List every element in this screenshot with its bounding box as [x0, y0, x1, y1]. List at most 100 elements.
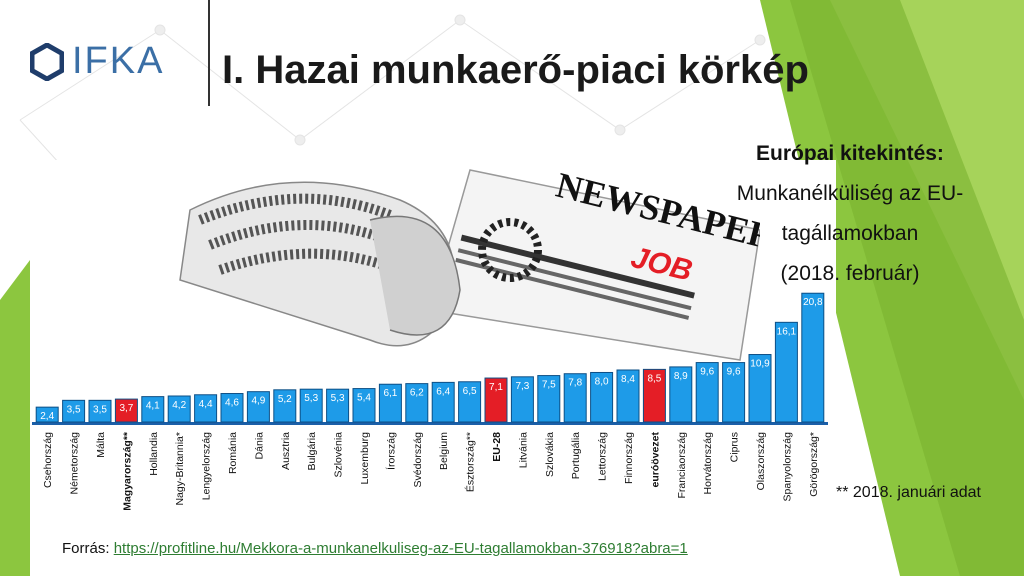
- value-label: 4,9: [251, 396, 265, 407]
- source-line: Forrás: https://profitline.hu/Mekkora-a-…: [62, 540, 688, 557]
- bar: [378, 383, 402, 423]
- value-label: 10,9: [750, 359, 770, 370]
- category-label: Görögország*: [808, 432, 820, 497]
- category-label: EU-28: [491, 432, 503, 462]
- side-line-1: Munkanélküliség az EU-: [736, 182, 964, 205]
- value-label: 2,4: [40, 411, 54, 422]
- bar: [88, 399, 112, 423]
- bar: [62, 399, 86, 423]
- bar: [405, 383, 429, 423]
- value-label: 8,0: [595, 376, 609, 387]
- bar: [246, 391, 270, 423]
- bar: [590, 371, 614, 423]
- value-label: 6,1: [383, 388, 397, 399]
- value-label: 4,6: [225, 398, 239, 409]
- category-label: Lengyelország: [201, 432, 213, 500]
- category-label: Svédország: [412, 432, 424, 488]
- value-label: 6,2: [410, 388, 424, 399]
- bar: [748, 354, 772, 423]
- source-label: Forrás:: [62, 540, 114, 557]
- footnote: ** 2018. januári adat: [836, 484, 981, 501]
- value-label: 7,1: [489, 382, 503, 393]
- category-label: Franciaország: [676, 432, 688, 499]
- category-label: Lettország: [597, 432, 609, 481]
- category-label: Litvánia: [517, 432, 529, 468]
- value-label: 6,5: [463, 386, 477, 397]
- bar: [801, 292, 825, 423]
- category-label: Belgium: [438, 432, 450, 470]
- bar: [642, 368, 666, 423]
- category-label: Románia: [227, 432, 239, 474]
- bar: [326, 388, 350, 423]
- side-line-3: (2018. február): [780, 262, 920, 285]
- side-line-2: tagállamokban: [781, 222, 919, 245]
- category-label: Finnország: [623, 432, 635, 484]
- bar: [273, 389, 297, 423]
- value-label: 8,5: [647, 373, 661, 384]
- category-label: Spanyolország: [781, 432, 793, 502]
- value-label: 8,9: [674, 371, 688, 382]
- bar: [114, 398, 138, 423]
- value-label: 7,8: [568, 378, 582, 389]
- category-label: Szlovákia: [544, 432, 556, 477]
- category-label: Dánia: [253, 432, 265, 460]
- value-label: 3,5: [67, 404, 81, 415]
- value-label: 5,3: [331, 393, 345, 404]
- value-label: 20,8: [803, 297, 823, 308]
- bar: [669, 366, 693, 423]
- category-label: Bulgária: [306, 432, 318, 471]
- category-label: Észtország**: [464, 432, 477, 492]
- category-label: Írország: [384, 432, 397, 470]
- bar: [537, 375, 561, 423]
- value-label: 4,1: [146, 401, 160, 412]
- category-label: euróövezet: [649, 432, 661, 488]
- source-link[interactable]: https://profitline.hu/Mekkora-a-munkanel…: [113, 540, 688, 557]
- newspaper-icon: NEWSPAPER JOB: [179, 165, 760, 361]
- side-heading: Európai kitekintés:: [756, 142, 944, 165]
- category-label: Ciprus: [729, 432, 741, 462]
- category-label: Málta: [95, 432, 107, 458]
- category-label: Németország: [69, 432, 81, 495]
- value-label: 3,5: [93, 404, 107, 415]
- bar: [616, 369, 640, 423]
- bar: [774, 321, 798, 423]
- category-label: Horvátország: [702, 432, 714, 495]
- bar: [220, 393, 244, 423]
- value-label: 7,5: [542, 380, 556, 391]
- bar: [167, 395, 191, 423]
- category-label: Ausztria: [280, 432, 292, 470]
- value-label: 4,4: [199, 399, 213, 410]
- logo-text: IFKA: [72, 40, 165, 82]
- bar: [299, 388, 323, 423]
- value-label: 5,2: [278, 394, 292, 405]
- bar: [722, 362, 746, 423]
- unemployment-bar-chart: 2,4 Csehország 3,5 Németország 3,5 Málta 3,7 Ma…: [32, 292, 828, 511]
- bar: [695, 362, 719, 423]
- category-label: Luxemburg: [359, 432, 371, 485]
- category-label: Hollandia: [148, 432, 160, 476]
- category-label: Portugália: [570, 432, 582, 479]
- value-label: 8,4: [621, 374, 635, 385]
- x-axis-line: [32, 422, 828, 425]
- value-label: 16,1: [777, 326, 797, 337]
- value-label: 5,4: [357, 393, 371, 404]
- hexagon-logo-icon: [30, 42, 64, 81]
- category-label: Nagy-Britannia*: [174, 432, 186, 506]
- value-label: 4,2: [172, 400, 186, 411]
- category-label: Szlovénia: [333, 432, 345, 478]
- category-label: Magyarország**: [121, 431, 133, 511]
- bar: [141, 396, 165, 423]
- value-label: 9,6: [727, 367, 741, 378]
- value-label: 6,4: [436, 386, 450, 397]
- ifka-logo: IFKA: [30, 40, 164, 83]
- category-label: Csehország: [42, 432, 54, 488]
- bar: [458, 381, 482, 423]
- bar: [563, 373, 587, 423]
- value-label: 9,6: [700, 367, 714, 378]
- bar: [510, 376, 534, 423]
- bar: [194, 394, 218, 423]
- value-label: 5,3: [304, 393, 318, 404]
- title-divider: [208, 0, 210, 106]
- bar: [352, 388, 376, 423]
